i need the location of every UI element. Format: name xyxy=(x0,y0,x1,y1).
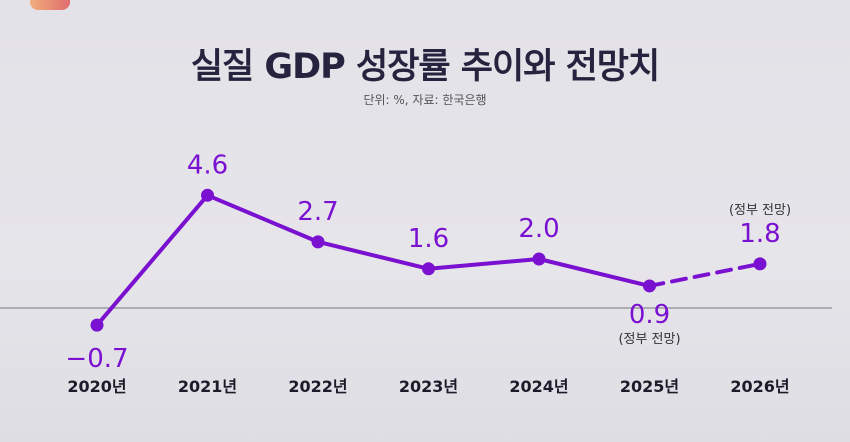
data-point xyxy=(201,188,214,202)
line-segment xyxy=(426,257,541,271)
line-segment xyxy=(205,193,320,244)
chart-title: 실질 GDP 성장률 추이와 전망치 xyxy=(190,47,660,87)
line-segment xyxy=(537,257,652,288)
value-label: 2.0 xyxy=(518,214,559,244)
line-segment xyxy=(95,193,210,328)
value-label: 2.7 xyxy=(297,197,338,227)
broadcaster-logo xyxy=(30,0,70,10)
x-tick-label: 2023년 xyxy=(399,377,458,396)
data-point xyxy=(90,318,104,332)
data-point xyxy=(422,262,435,276)
forecast-segment xyxy=(647,261,762,288)
value-label: 0.9 xyxy=(629,300,670,330)
forecast-annotation: (정부 전망) xyxy=(618,332,680,347)
x-tick-label: 2021년 xyxy=(178,377,237,396)
value-label: 4.6 xyxy=(187,150,228,180)
x-tick-label: 2020년 xyxy=(67,377,126,396)
value-label: −0.7 xyxy=(65,344,128,374)
value-label: 1.8 xyxy=(739,219,780,249)
chart-subtitle: 단위: %, 자료: 한국은행 xyxy=(363,93,487,107)
data-point xyxy=(311,235,325,249)
x-tick-label: 2026년 xyxy=(730,377,789,396)
data-point xyxy=(643,279,656,293)
x-tick-label: 2025년 xyxy=(620,377,679,396)
value-label: 1.6 xyxy=(408,224,449,254)
data-point xyxy=(532,252,546,266)
x-tick-label: 2022년 xyxy=(288,377,347,396)
line-segment xyxy=(316,239,431,271)
x-tick-label: 2024년 xyxy=(509,377,568,396)
forecast-annotation: (정부 전망) xyxy=(729,203,791,218)
data-point xyxy=(753,257,767,271)
